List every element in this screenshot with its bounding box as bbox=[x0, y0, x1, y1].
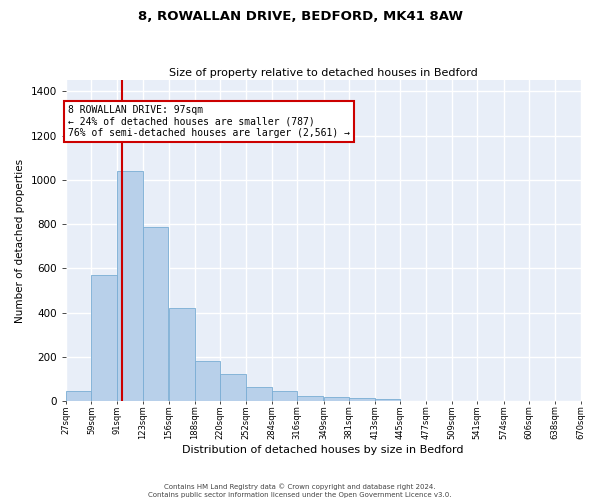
Bar bbox=[117, 171, 143, 402]
Bar bbox=[195, 361, 220, 402]
Title: Size of property relative to detached houses in Bedford: Size of property relative to detached ho… bbox=[169, 68, 478, 78]
Bar bbox=[375, 398, 400, 402]
Bar bbox=[169, 308, 195, 402]
Bar bbox=[297, 396, 323, 402]
Text: 8, ROWALLAN DRIVE, BEDFORD, MK41 8AW: 8, ROWALLAN DRIVE, BEDFORD, MK41 8AW bbox=[137, 10, 463, 23]
Bar bbox=[246, 388, 272, 402]
Text: 8 ROWALLAN DRIVE: 97sqm
← 24% of detached houses are smaller (787)
76% of semi-d: 8 ROWALLAN DRIVE: 97sqm ← 24% of detache… bbox=[68, 104, 350, 138]
Bar bbox=[91, 275, 117, 402]
X-axis label: Distribution of detached houses by size in Bedford: Distribution of detached houses by size … bbox=[182, 445, 464, 455]
Bar bbox=[143, 228, 168, 402]
Bar bbox=[220, 374, 246, 402]
Bar bbox=[272, 391, 297, 402]
Bar bbox=[349, 398, 375, 402]
Y-axis label: Number of detached properties: Number of detached properties bbox=[15, 158, 25, 323]
Text: Contains HM Land Registry data © Crown copyright and database right 2024.
Contai: Contains HM Land Registry data © Crown c… bbox=[148, 484, 452, 498]
Bar bbox=[323, 398, 349, 402]
Bar bbox=[66, 391, 91, 402]
